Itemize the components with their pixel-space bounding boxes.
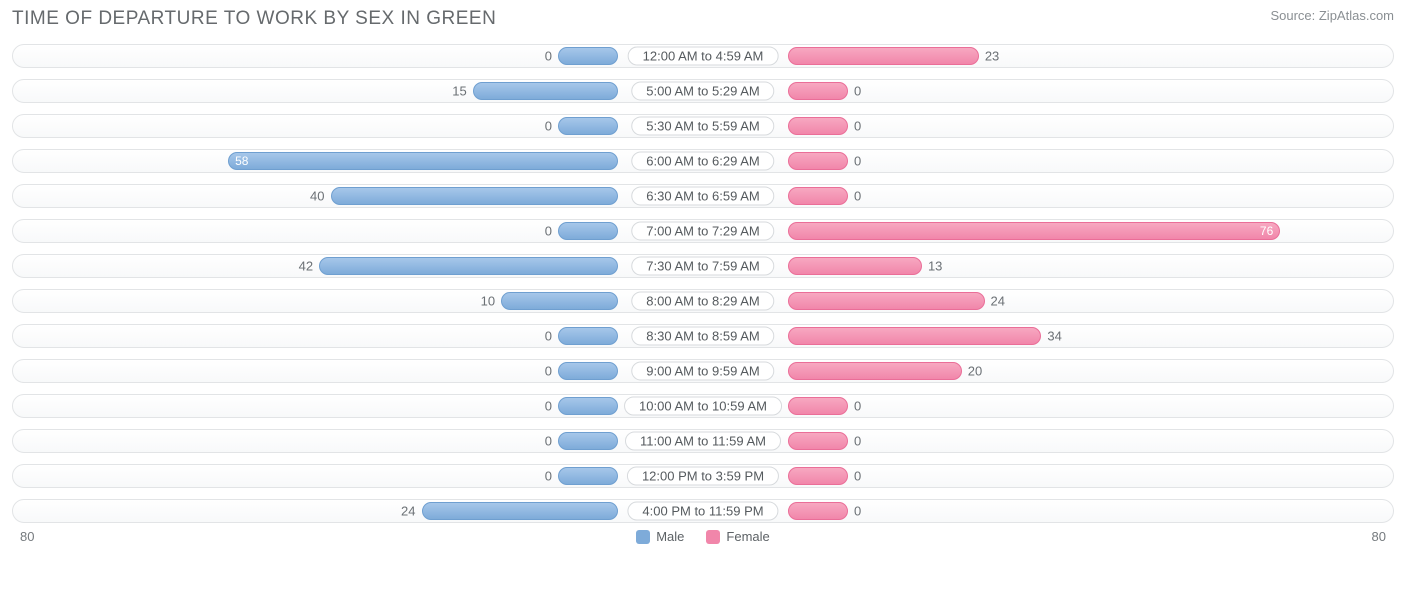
bar-male — [558, 327, 618, 345]
bar-male — [558, 467, 618, 485]
bar-male — [558, 117, 618, 135]
value-label-female: 0 — [854, 399, 861, 414]
bar-male — [422, 502, 619, 520]
category-label: 9:00 AM to 9:59 AM — [631, 362, 774, 381]
chart-row: 0 0 10:00 AM to 10:59 AM — [12, 394, 1394, 418]
bar-male — [558, 432, 618, 450]
value-label-female: 0 — [854, 504, 861, 519]
legend-swatch-female — [706, 530, 720, 544]
category-label: 4:00 PM to 11:59 PM — [627, 502, 778, 521]
chart-legend: Male Female — [636, 529, 770, 544]
chart-row: 24 0 4:00 PM to 11:59 PM — [12, 499, 1394, 523]
value-label-female: 34 — [1047, 329, 1061, 344]
value-label-female: 0 — [854, 434, 861, 449]
value-label-male: 42 — [299, 259, 313, 274]
bar-male — [558, 47, 618, 65]
chart-row: 0 0 5:30 AM to 5:59 AM — [12, 114, 1394, 138]
chart-row: 15 0 5:00 AM to 5:29 AM — [12, 79, 1394, 103]
bar-male — [558, 397, 618, 415]
value-label-female: 0 — [854, 84, 861, 99]
bar-male — [501, 292, 618, 310]
value-label-male: 0 — [545, 364, 552, 379]
value-label-female: 0 — [854, 154, 861, 169]
chart-row: 0 0 12:00 PM to 3:59 PM — [12, 464, 1394, 488]
bar-female — [788, 397, 848, 415]
category-label: 6:00 AM to 6:29 AM — [631, 152, 774, 171]
chart-row: 40 0 6:30 AM to 6:59 AM — [12, 184, 1394, 208]
legend-label-male: Male — [656, 529, 684, 544]
bar-male — [228, 152, 618, 170]
value-label-female: 24 — [991, 294, 1005, 309]
value-label-male: 0 — [545, 399, 552, 414]
value-label-female: 0 — [854, 119, 861, 134]
value-label-female: 0 — [854, 469, 861, 484]
category-label: 6:30 AM to 6:59 AM — [631, 187, 774, 206]
chart-row: 0 7:00 AM to 7:29 AM — [12, 219, 1394, 243]
legend-swatch-male — [636, 530, 650, 544]
chart-row: 42 13 7:30 AM to 7:59 AM — [12, 254, 1394, 278]
value-label-male: 0 — [545, 49, 552, 64]
category-label: 7:00 AM to 7:29 AM — [631, 222, 774, 241]
bar-female — [788, 117, 848, 135]
category-label: 12:00 PM to 3:59 PM — [627, 467, 779, 486]
category-label: 5:30 AM to 5:59 AM — [631, 117, 774, 136]
bar-female — [788, 467, 848, 485]
bar-male — [319, 257, 618, 275]
bar-male — [558, 362, 618, 380]
value-label-male: 24 — [401, 504, 415, 519]
chart-header: TIME OF DEPARTURE TO WORK BY SEX IN GREE… — [12, 8, 1394, 30]
bar-female — [788, 502, 848, 520]
value-label-female: 20 — [968, 364, 982, 379]
chart-title: TIME OF DEPARTURE TO WORK BY SEX IN GREE… — [12, 8, 496, 30]
category-label: 12:00 AM to 4:59 AM — [628, 47, 779, 66]
value-label-male: 40 — [310, 189, 324, 204]
bar-male — [331, 187, 619, 205]
chart-row: 0 23 12:00 AM to 4:59 AM — [12, 44, 1394, 68]
category-label: 10:00 AM to 10:59 AM — [624, 397, 782, 416]
chart-footer: 80 Male Female 80 — [12, 529, 1394, 544]
value-label-male: 0 — [545, 329, 552, 344]
bar-female — [788, 82, 848, 100]
legend-item-female: Female — [706, 529, 769, 544]
bar-male — [473, 82, 618, 100]
chart-row: 0 34 8:30 AM to 8:59 AM — [12, 324, 1394, 348]
bar-female — [788, 362, 962, 380]
bar-female — [788, 152, 848, 170]
chart-row: 10 24 8:00 AM to 8:29 AM — [12, 289, 1394, 313]
category-label: 11:00 AM to 11:59 AM — [625, 432, 781, 451]
value-label-male: 0 — [545, 119, 552, 134]
chart-container: TIME OF DEPARTURE TO WORK BY SEX IN GREE… — [0, 0, 1406, 548]
value-label-male: 0 — [545, 434, 552, 449]
value-label-female: 0 — [854, 189, 861, 204]
bar-male — [558, 222, 618, 240]
axis-max-right: 80 — [1372, 529, 1386, 544]
diverging-bar-chart: 0 23 12:00 AM to 4:59 AM 15 0 5:00 AM to 5:29… — [12, 44, 1394, 523]
value-label-male: 0 — [545, 224, 552, 239]
chart-source: Source: ZipAtlas.com — [1270, 8, 1394, 23]
value-label-male: 0 — [545, 469, 552, 484]
chart-row: 0 20 9:00 AM to 9:59 AM — [12, 359, 1394, 383]
axis-max-left: 80 — [20, 529, 34, 544]
value-label-male: 10 — [481, 294, 495, 309]
bar-female — [788, 47, 979, 65]
value-label-male: 15 — [452, 84, 466, 99]
legend-item-male: Male — [636, 529, 684, 544]
bar-female — [788, 257, 922, 275]
chart-row: 0 0 11:00 AM to 11:59 AM — [12, 429, 1394, 453]
category-label: 8:30 AM to 8:59 AM — [631, 327, 774, 346]
bar-female — [788, 327, 1041, 345]
bar-female — [788, 187, 848, 205]
chart-row: 0 6:00 AM to 6:29 AM — [12, 149, 1394, 173]
bar-female — [788, 292, 985, 310]
category-label: 5:00 AM to 5:29 AM — [631, 82, 774, 101]
value-label-female: 13 — [928, 259, 942, 274]
value-label-female: 23 — [985, 49, 999, 64]
bar-female — [788, 222, 1280, 240]
category-label: 7:30 AM to 7:59 AM — [631, 257, 774, 276]
category-label: 8:00 AM to 8:29 AM — [631, 292, 774, 311]
legend-label-female: Female — [726, 529, 769, 544]
bar-female — [788, 432, 848, 450]
